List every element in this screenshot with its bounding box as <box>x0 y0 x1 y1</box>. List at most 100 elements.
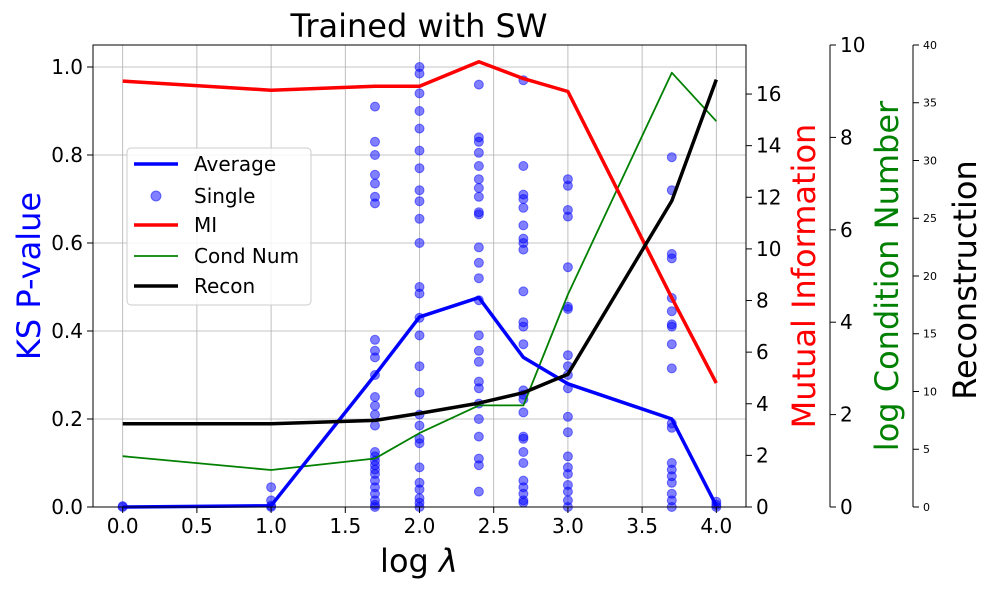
recon-tick-label: 0 <box>923 501 930 514</box>
single-point <box>473 174 484 185</box>
single-point <box>562 462 573 473</box>
mi-tick-label: 14 <box>756 134 781 158</box>
x-axis-label-symbol: λ <box>437 542 458 580</box>
legend-label-mi: MI <box>194 213 217 237</box>
average-line <box>122 295 718 509</box>
recon-tick-label: 5 <box>923 443 930 456</box>
single-point <box>562 350 573 361</box>
single-point <box>562 495 573 506</box>
single-point <box>414 145 425 156</box>
x-axis-label-prefix: log <box>380 542 439 580</box>
single-point <box>518 233 529 244</box>
left-tick-label: 0.0 <box>51 495 83 519</box>
single-point <box>473 414 484 424</box>
right-axis-recon: 0 5 10 15 20 25 30 35 40 <box>912 39 937 514</box>
recon-tick-label: 20 <box>923 270 937 283</box>
mi-line <box>122 60 718 384</box>
mi-axis-label: Mutual Information <box>785 124 823 429</box>
cond-tick-label: 6 <box>840 218 853 242</box>
x-tick-label: 0.5 <box>181 514 213 538</box>
single-point <box>518 458 529 468</box>
x-tick-label: 2.0 <box>404 514 436 538</box>
single-point <box>414 462 425 473</box>
single-point <box>562 205 573 215</box>
left-tick-label: 0.8 <box>51 143 83 167</box>
single-point <box>518 475 529 486</box>
left-axis-label: KS P-value <box>10 192 48 360</box>
single-point <box>414 420 425 431</box>
single-point <box>473 330 484 341</box>
left-tick-label: 0.6 <box>51 231 83 255</box>
x-tick-label: 1.5 <box>329 514 361 538</box>
single-point <box>666 319 677 330</box>
x-axis: 0.0 0.5 1.0 1.5 2.0 2.5 3.0 3.5 4.0 <box>107 507 732 538</box>
single-point <box>518 431 529 442</box>
single-point <box>666 363 677 374</box>
single-point <box>666 339 677 350</box>
single-point <box>369 447 380 457</box>
left-tick-label: 0.2 <box>51 407 83 431</box>
single-point <box>414 477 425 488</box>
single-point <box>369 178 380 189</box>
single-point <box>266 482 277 493</box>
mi-tick-label: 4 <box>756 392 769 416</box>
right-axis-mi: 0 2 4 6 8 10 12 14 16 <box>746 82 781 519</box>
single-point <box>473 147 484 158</box>
cond-axis-label: log Condition Number <box>868 100 906 451</box>
single-point <box>473 453 484 464</box>
x-tick-label: 3.5 <box>626 514 658 538</box>
single-point <box>518 317 529 328</box>
single-point <box>473 486 484 497</box>
single-point <box>518 407 529 418</box>
recon-tick-label: 10 <box>923 385 937 398</box>
recon-axis-label: Reconstruction <box>946 160 984 399</box>
single-point <box>414 88 425 99</box>
single-point <box>473 376 484 387</box>
legend-label-recon: Recon <box>194 274 255 298</box>
mi-tick-label: 16 <box>756 82 781 106</box>
single-point <box>562 427 573 438</box>
single-point <box>518 202 529 213</box>
single-point <box>473 183 484 193</box>
single-point <box>562 262 573 273</box>
single-point <box>369 136 380 147</box>
single-point <box>562 451 573 462</box>
single-point <box>414 387 425 398</box>
mi-tick-label: 2 <box>756 443 769 467</box>
left-tick-label: 0.4 <box>51 319 83 343</box>
cond-tick-label: 10 <box>840 33 865 57</box>
legend-label-average: Average <box>194 152 276 176</box>
single-point <box>414 185 425 196</box>
single-point <box>414 238 425 248</box>
single-point <box>414 123 425 134</box>
single-point <box>414 330 425 341</box>
single-point <box>473 242 484 253</box>
single-point <box>666 488 677 499</box>
single-point <box>369 392 380 402</box>
single-point <box>518 189 529 200</box>
recon-line <box>122 78 718 426</box>
single-point <box>666 306 677 317</box>
single-point <box>666 152 677 163</box>
legend: Average Single MI Cond Num Recon <box>126 147 312 306</box>
single-point <box>369 334 380 345</box>
single-point <box>473 207 484 218</box>
recon-tick-label: 30 <box>923 154 937 167</box>
recon-tick-label: 15 <box>923 328 937 341</box>
cond-tick-label: 0 <box>840 495 853 519</box>
mi-tick-label: 0 <box>756 495 769 519</box>
plot-series <box>117 60 722 512</box>
single-point <box>518 447 529 457</box>
single-point <box>473 273 484 284</box>
single-point <box>518 339 529 350</box>
single-point <box>414 106 425 116</box>
single-point <box>414 62 425 72</box>
single-point <box>414 282 425 292</box>
single-point <box>369 191 380 202</box>
recon-tick-label: 25 <box>923 212 937 225</box>
single-point <box>473 161 484 171</box>
mi-tick-label: 12 <box>756 185 781 209</box>
cond-tick-label: 2 <box>840 403 853 427</box>
recon-tick-label: 40 <box>923 39 937 52</box>
